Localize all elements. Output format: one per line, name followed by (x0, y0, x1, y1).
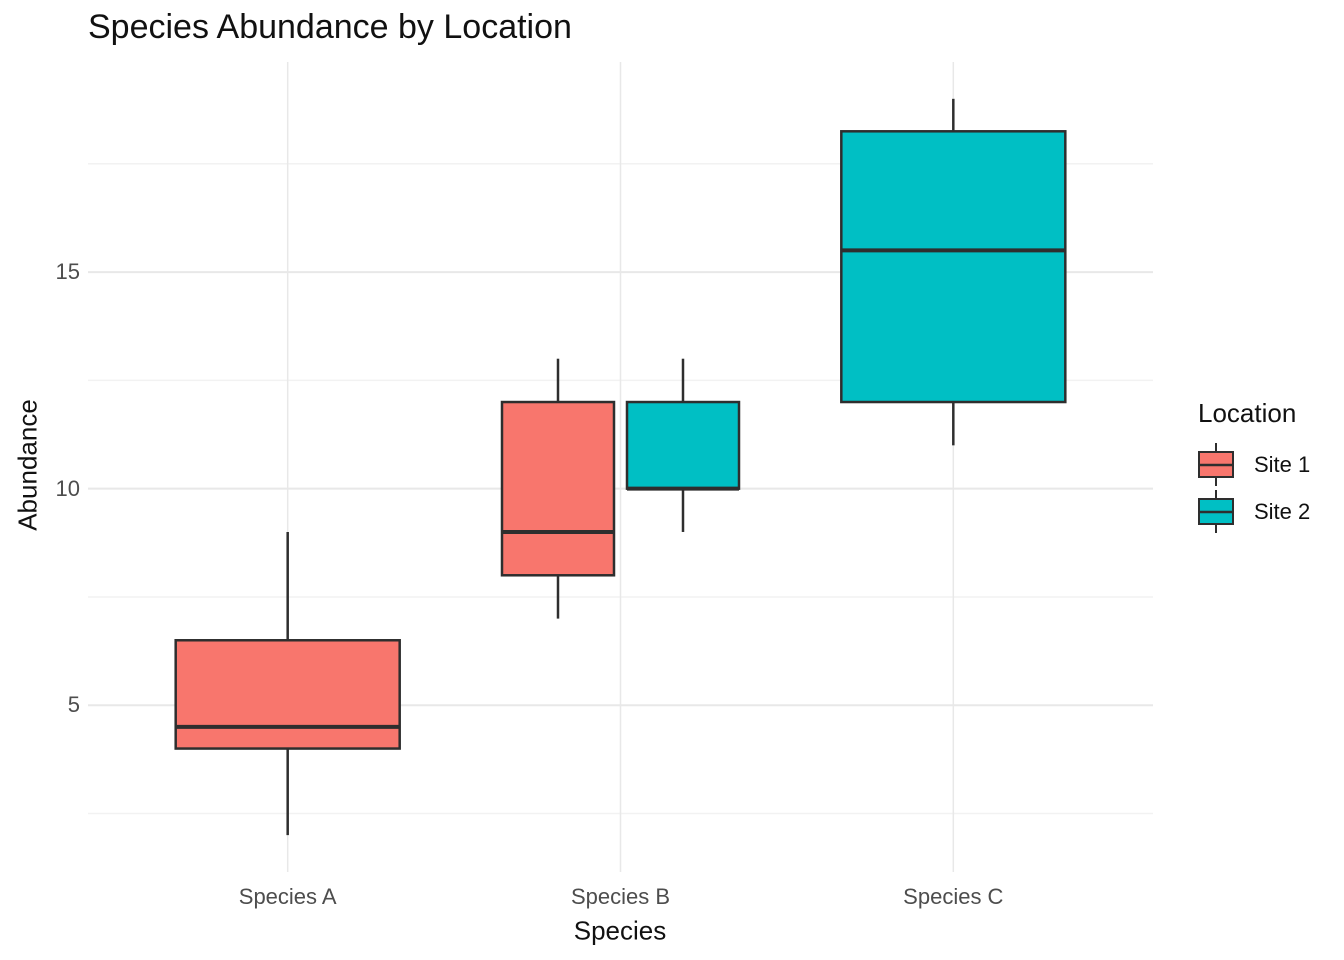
boxplot-species-c-site-2 (840, 98, 1067, 446)
x-axis-title: Species (573, 915, 667, 946)
iqr-box (500, 400, 616, 577)
legend-item-label: Site 2 (1254, 498, 1311, 524)
iqr-box (625, 400, 741, 490)
legend-title: Location (1198, 398, 1297, 428)
legend-item-label: Site 1 (1254, 451, 1311, 477)
y-tick-label-15: 15 (55, 259, 80, 285)
y-axis-title: Abundance (12, 399, 43, 531)
y-tick-label-10: 10 (55, 475, 80, 501)
boxplot-species-a-site-1 (174, 531, 401, 836)
iqr-box (840, 130, 1067, 404)
iqr-box (174, 639, 401, 750)
y-tick-label-5: 5 (67, 692, 80, 718)
boxplot-species-b-site-2 (625, 358, 741, 532)
x-tick-label-species-c: Species C (903, 884, 1004, 909)
chart-title: Species Abundance by Location (88, 8, 572, 46)
legend-items: Site 1 Site 2 (1196, 441, 1310, 535)
legend: Location Site 1 Site 2 (1196, 398, 1310, 535)
legend-key-boxplot-icon (1198, 490, 1234, 533)
x-tick-label-species-a: Species A (238, 884, 337, 909)
x-tick-label-species-b: Species B (570, 884, 671, 909)
legend-item-site-2: Site 2 (1196, 488, 1310, 535)
legend-key-boxplot-icon (1198, 443, 1234, 486)
boxplot-species-b-site-1 (500, 358, 616, 619)
legend-item-site-1: Site 1 (1196, 441, 1310, 488)
